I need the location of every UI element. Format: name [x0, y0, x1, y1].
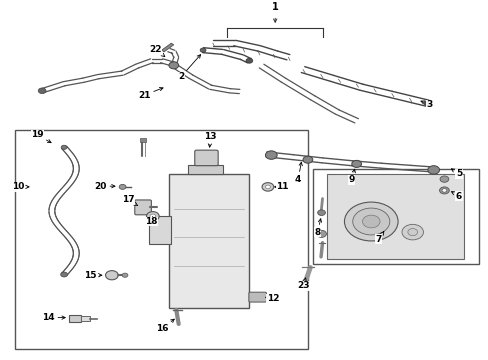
Text: 2: 2 [178, 55, 200, 81]
Circle shape [265, 151, 277, 159]
Circle shape [427, 166, 439, 174]
Bar [69, 315, 81, 322]
Circle shape [344, 202, 397, 241]
Bar [149, 216, 171, 244]
Polygon shape [161, 43, 173, 52]
Bar [312, 168, 478, 264]
Text: 4: 4 [294, 162, 302, 184]
Circle shape [61, 272, 67, 277]
Text: 14: 14 [42, 313, 65, 322]
Circle shape [146, 212, 159, 221]
Circle shape [351, 161, 361, 167]
Circle shape [316, 230, 326, 237]
Text: 12: 12 [265, 294, 279, 303]
Text: 13: 13 [203, 132, 216, 147]
Circle shape [150, 214, 156, 218]
Text: 7: 7 [375, 231, 383, 244]
Circle shape [441, 189, 446, 192]
Text: 5: 5 [450, 169, 461, 178]
Circle shape [303, 156, 312, 163]
Circle shape [407, 229, 417, 236]
Circle shape [439, 187, 448, 194]
Circle shape [439, 176, 448, 182]
Text: 17: 17 [122, 195, 138, 206]
Text: 3: 3 [420, 100, 432, 109]
Text: 1: 1 [271, 2, 278, 12]
Text: 19: 19 [31, 130, 51, 143]
Bar [168, 174, 249, 308]
Text: 21: 21 [138, 87, 163, 99]
Text: 9: 9 [348, 169, 355, 184]
Text: 20: 20 [94, 182, 115, 191]
Circle shape [362, 215, 379, 228]
Bar [81, 316, 90, 321]
Circle shape [401, 224, 423, 240]
Circle shape [317, 210, 325, 216]
Bar [327, 174, 463, 258]
Circle shape [61, 145, 67, 149]
Circle shape [119, 184, 126, 189]
Text: 8: 8 [314, 219, 321, 237]
Circle shape [423, 101, 430, 105]
Text: 23: 23 [296, 278, 308, 290]
Text: 22: 22 [149, 45, 164, 57]
Text: 16: 16 [156, 319, 174, 333]
FancyBboxPatch shape [194, 150, 218, 166]
Circle shape [262, 183, 273, 191]
Text: 18: 18 [144, 216, 157, 226]
FancyBboxPatch shape [135, 200, 151, 215]
Circle shape [245, 58, 252, 63]
Text: 10: 10 [12, 183, 29, 192]
Circle shape [265, 185, 270, 189]
Circle shape [168, 62, 178, 69]
Bar [15, 130, 307, 349]
Text: 11: 11 [274, 183, 288, 192]
Text: 6: 6 [450, 192, 461, 201]
Text: 15: 15 [83, 271, 102, 280]
Circle shape [352, 208, 389, 235]
Circle shape [122, 273, 128, 277]
FancyBboxPatch shape [248, 292, 266, 302]
Circle shape [200, 48, 205, 52]
Bar [188, 165, 222, 174]
Circle shape [38, 88, 46, 94]
Bar [140, 139, 145, 142]
Circle shape [105, 271, 118, 280]
